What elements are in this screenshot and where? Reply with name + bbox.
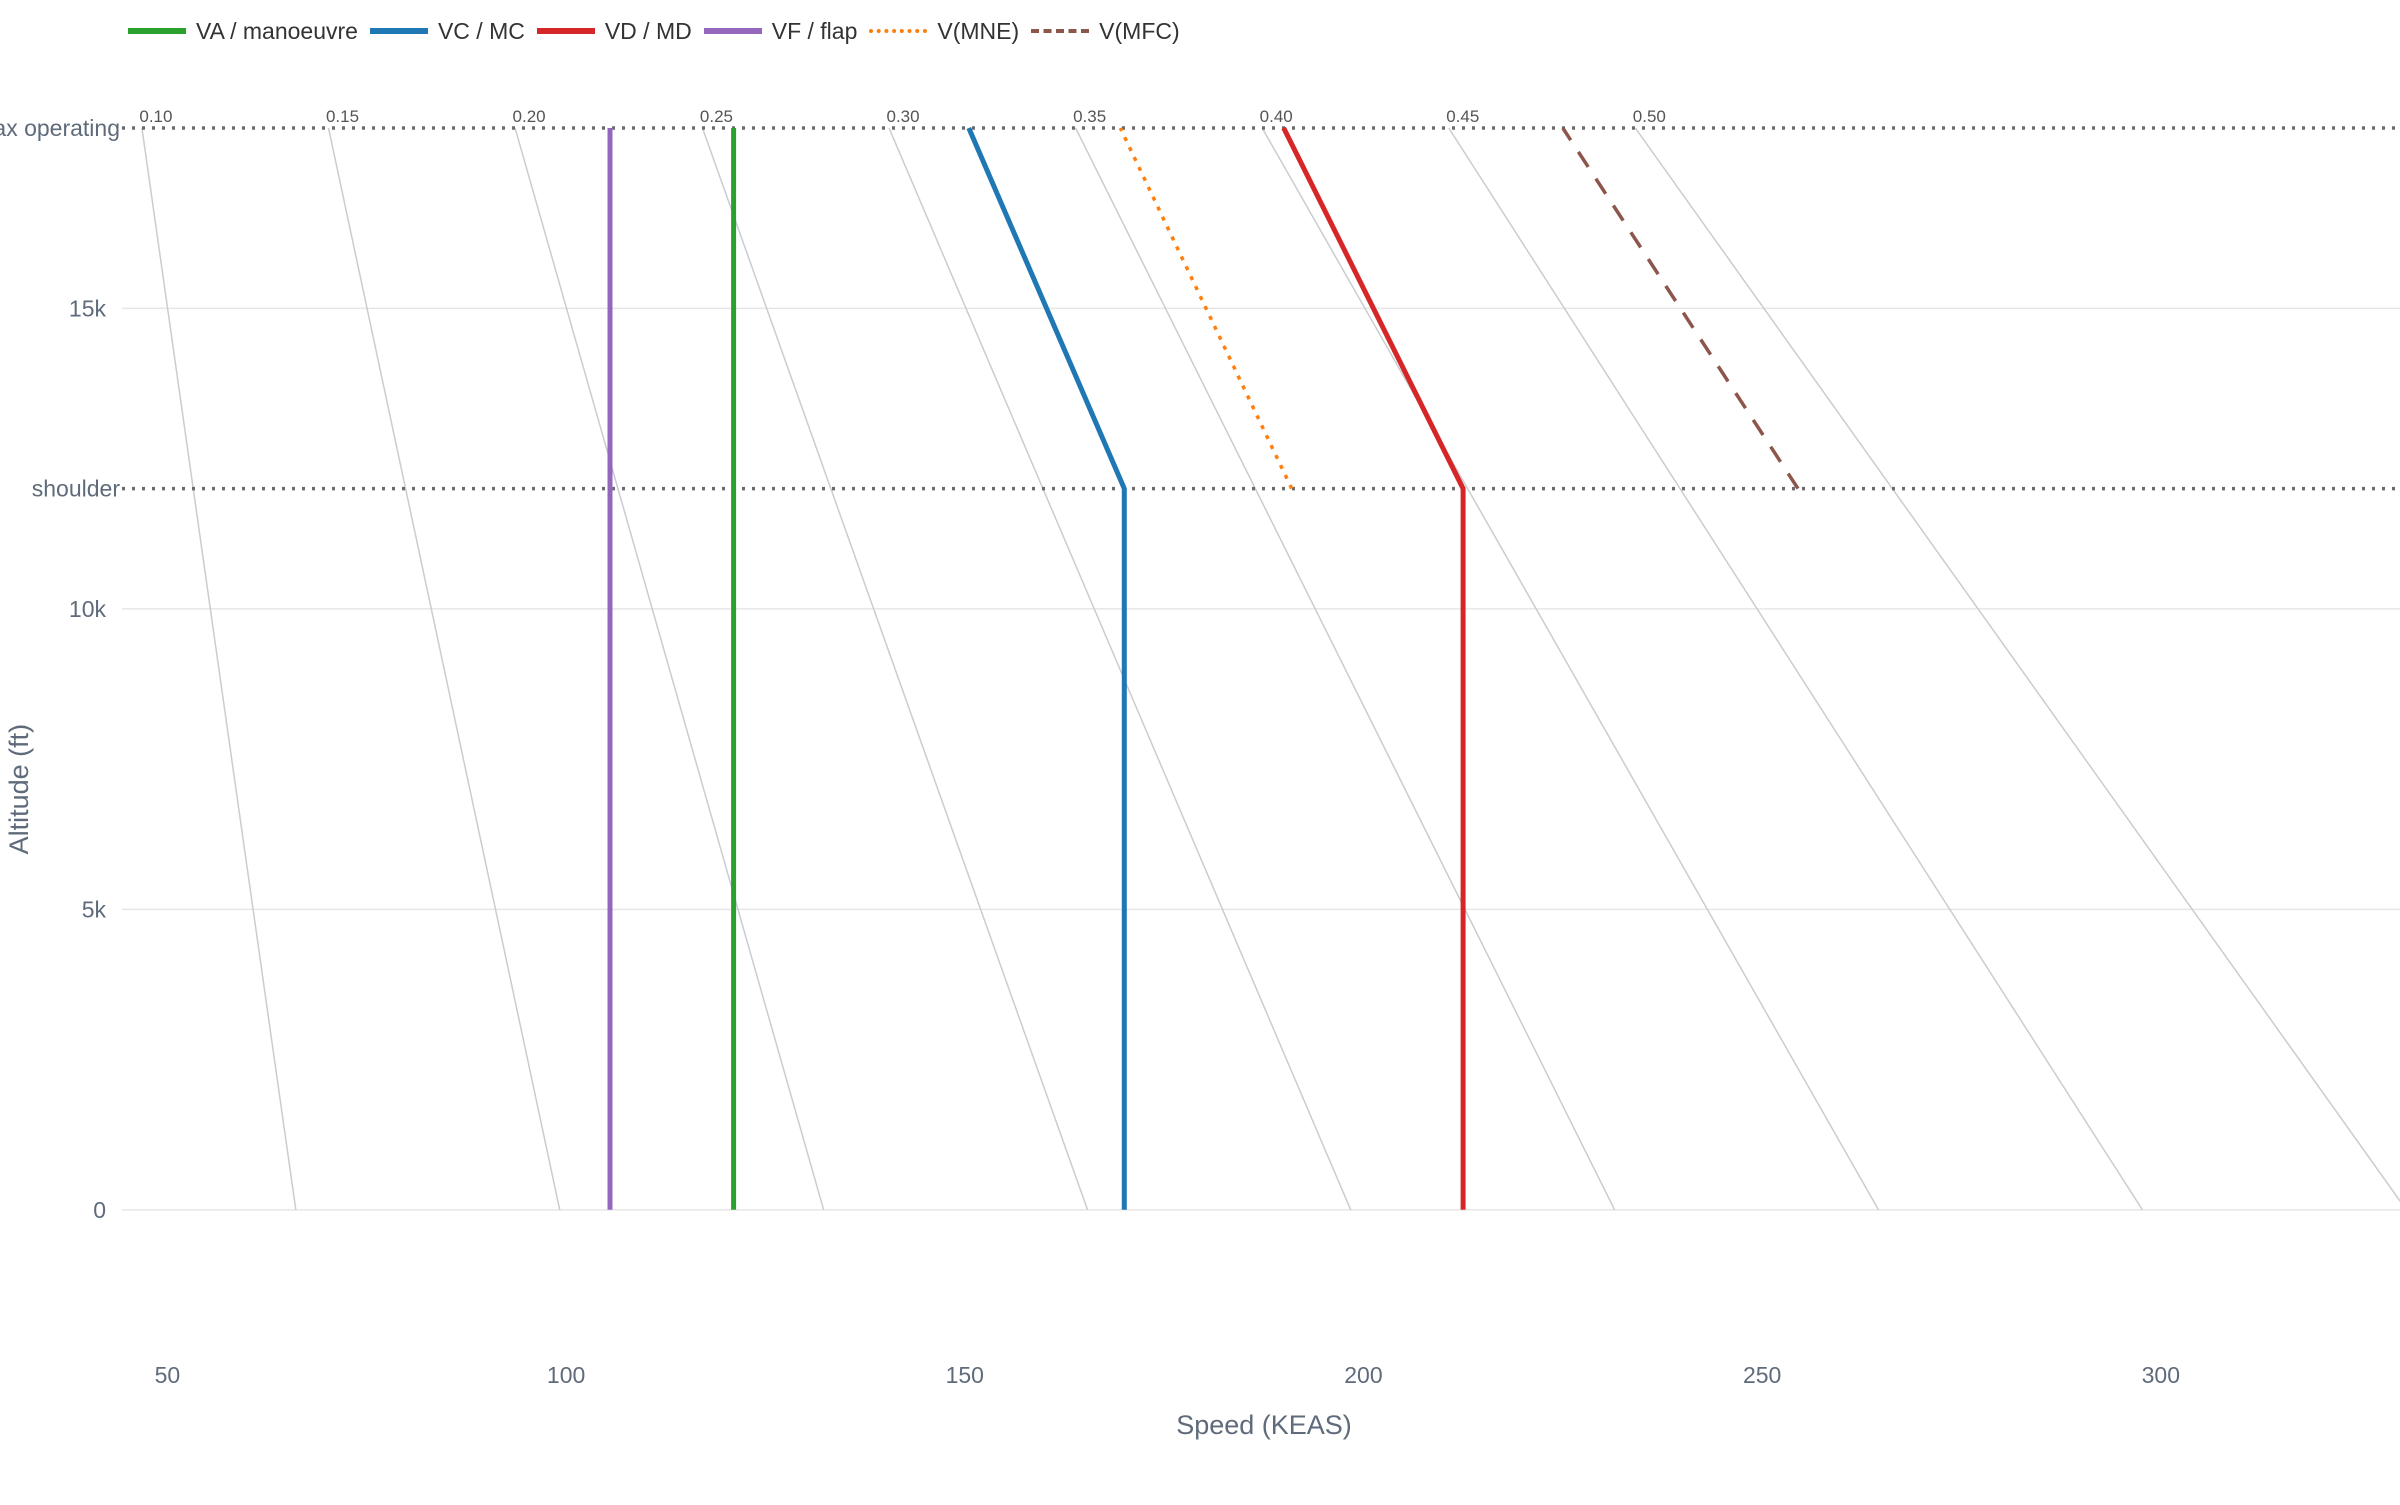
legend-label: V(MFC) bbox=[1099, 17, 1180, 44]
legend-swatch bbox=[128, 28, 186, 34]
y-tick-label: 15k bbox=[69, 295, 107, 321]
y-tick-label: 0 bbox=[93, 1197, 106, 1223]
legend-item-v-mne[interactable]: V(MNE) bbox=[869, 18, 1019, 45]
x-tick-label: 50 bbox=[155, 1362, 181, 1388]
mach-label: 0.25 bbox=[700, 107, 733, 126]
legend-label: VC / MC bbox=[437, 17, 525, 44]
mach-line bbox=[327, 127, 561, 1211]
mach-lines bbox=[141, 127, 2400, 1211]
mach-label: 0.50 bbox=[1633, 107, 1666, 126]
x-tick-label: 200 bbox=[1344, 1362, 1382, 1388]
mach-label: 0.20 bbox=[513, 107, 546, 126]
mach-label: 0.45 bbox=[1446, 107, 1479, 126]
mach-line bbox=[1634, 127, 2400, 1203]
legend-label: VD / MD bbox=[604, 17, 692, 44]
mach-line bbox=[701, 127, 1089, 1211]
legend-item-vf-flap[interactable]: VF / flap bbox=[703, 17, 858, 45]
legend-swatch bbox=[869, 29, 928, 33]
x-axis-title: Speed (KEAS) bbox=[1176, 1410, 1352, 1440]
y-axis-title: Altitude (ft) bbox=[4, 724, 34, 855]
legend-swatch bbox=[703, 28, 762, 34]
legend-swatch bbox=[536, 28, 595, 34]
mach-line bbox=[888, 127, 1352, 1211]
legend-item-va-manoeuvre[interactable]: VA / manoeuvre bbox=[128, 18, 358, 45]
mach-label: 0.10 bbox=[139, 107, 172, 126]
legend-item-vc-mc[interactable]: VC / MC bbox=[369, 17, 525, 45]
series-line-vd-md bbox=[1281, 126, 1466, 1210]
x-tick-label: 100 bbox=[547, 1362, 585, 1388]
series-line-v-mne bbox=[1118, 127, 1294, 490]
mach-labels: 0.10 0.15 0.20 0.25 0.30 0.35 0.40 0.45 0.50 bbox=[139, 107, 1666, 126]
mach-line bbox=[1074, 127, 1616, 1211]
mach-line bbox=[1261, 127, 1880, 1211]
mach-line bbox=[514, 127, 825, 1211]
series-line-vc-mc bbox=[966, 127, 1127, 1210]
y-tick-labels: 0 5k 10k 15k bbox=[69, 295, 107, 1223]
y-tick-label: 5k bbox=[82, 896, 107, 922]
mach-label: 0.35 bbox=[1073, 107, 1106, 126]
mach-label: 0.30 bbox=[886, 107, 919, 126]
legend-label: V(MNE) bbox=[937, 17, 1020, 44]
legend-swatch bbox=[1031, 29, 1090, 33]
data-series bbox=[607, 126, 1800, 1210]
legend-label: VA / manoeuvre bbox=[196, 17, 358, 44]
y-gridlines bbox=[122, 307, 2400, 1211]
legend-item-v-mfc[interactable]: V(MFC) bbox=[1031, 17, 1180, 45]
legend-label: VF / flap bbox=[771, 17, 858, 44]
y-tick-label: 10k bbox=[69, 596, 107, 622]
legend-item-vd-md[interactable]: VD / MD bbox=[536, 17, 692, 45]
reference-lines: shoulder Max operating bbox=[0, 115, 2400, 502]
legend: VA / manoeuvre VC / MC VD / MD VF / flap V(M… bbox=[128, 14, 1192, 48]
mach-label: 0.40 bbox=[1260, 107, 1293, 126]
reference-line-label: Max operating bbox=[0, 115, 120, 141]
reference-line-label: shoulder bbox=[32, 476, 121, 502]
x-tick-label: 300 bbox=[2142, 1362, 2180, 1388]
mach-label: 0.15 bbox=[326, 107, 359, 126]
x-tick-labels: 50 100 150 200 250 300 bbox=[155, 1362, 2180, 1388]
legend-swatch bbox=[369, 28, 428, 34]
mach-line bbox=[1448, 127, 2144, 1211]
x-tick-label: 150 bbox=[946, 1362, 984, 1388]
mach-line bbox=[141, 127, 297, 1210]
series-line-v-mfc bbox=[1561, 127, 1800, 490]
x-tick-label: 250 bbox=[1743, 1362, 1781, 1388]
